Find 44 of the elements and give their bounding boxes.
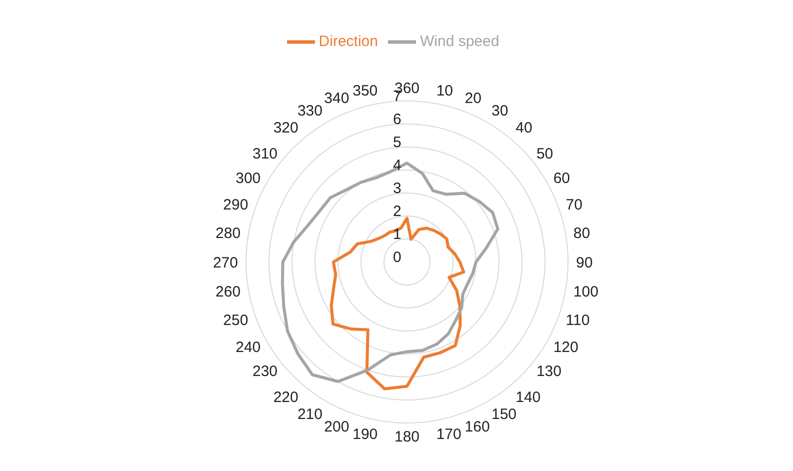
spoke-label: 340	[324, 90, 350, 108]
spoke-label: 80	[573, 224, 590, 242]
y-tick-label: 3	[393, 180, 402, 197]
spoke-label: 90	[576, 254, 593, 272]
spoke-label: 10	[436, 82, 454, 100]
spoke-label: 270	[212, 254, 238, 272]
spoke-label: 250	[223, 312, 248, 330]
spoke-label: 150	[492, 406, 517, 424]
spoke-label: 30	[492, 102, 508, 120]
spoke-label: 110	[566, 312, 590, 330]
spoke-label: 300	[236, 170, 261, 187]
spoke-label: 290	[223, 196, 248, 214]
spoke-label: 140	[516, 389, 541, 406]
spoke-label: 330	[297, 102, 322, 120]
spoke-label: 70	[566, 196, 582, 214]
spoke-label: 40	[516, 120, 532, 137]
y-tick-label: 2	[393, 203, 402, 220]
spoke-label: 170	[436, 426, 462, 444]
spoke-label: 160	[464, 418, 490, 436]
spoke-label: 280	[216, 224, 241, 242]
y-tick-label: 6	[393, 111, 402, 128]
spoke-label: 120	[553, 338, 578, 356]
legend-label: Direction	[318, 32, 378, 50]
spoke-label: 230	[252, 362, 278, 380]
y-tick-label: 0	[393, 249, 402, 266]
spoke-label: 190	[352, 426, 378, 444]
spoke-label: 220	[273, 389, 298, 406]
legend-label: Wind speed	[420, 32, 500, 50]
spoke-label: 320	[273, 120, 298, 137]
spoke-label: 210	[297, 406, 322, 424]
spoke-label: 260	[216, 284, 241, 301]
spoke-label: 240	[236, 338, 261, 356]
y-tick-label: 4	[393, 157, 402, 174]
spoke-label: 200	[324, 418, 350, 436]
spoke-label: 180	[394, 428, 420, 446]
y-tick-label: 1	[393, 226, 402, 243]
spoke-label: 60	[553, 170, 570, 187]
spoke-label: 350	[352, 82, 378, 100]
spoke-label: 100	[573, 284, 598, 301]
spoke-label: 20	[464, 90, 482, 108]
y-tick-label: 5	[393, 134, 402, 151]
spoke-label: 130	[536, 362, 562, 380]
spoke-label: 310	[252, 146, 278, 163]
spoke-label: 50	[536, 146, 554, 163]
